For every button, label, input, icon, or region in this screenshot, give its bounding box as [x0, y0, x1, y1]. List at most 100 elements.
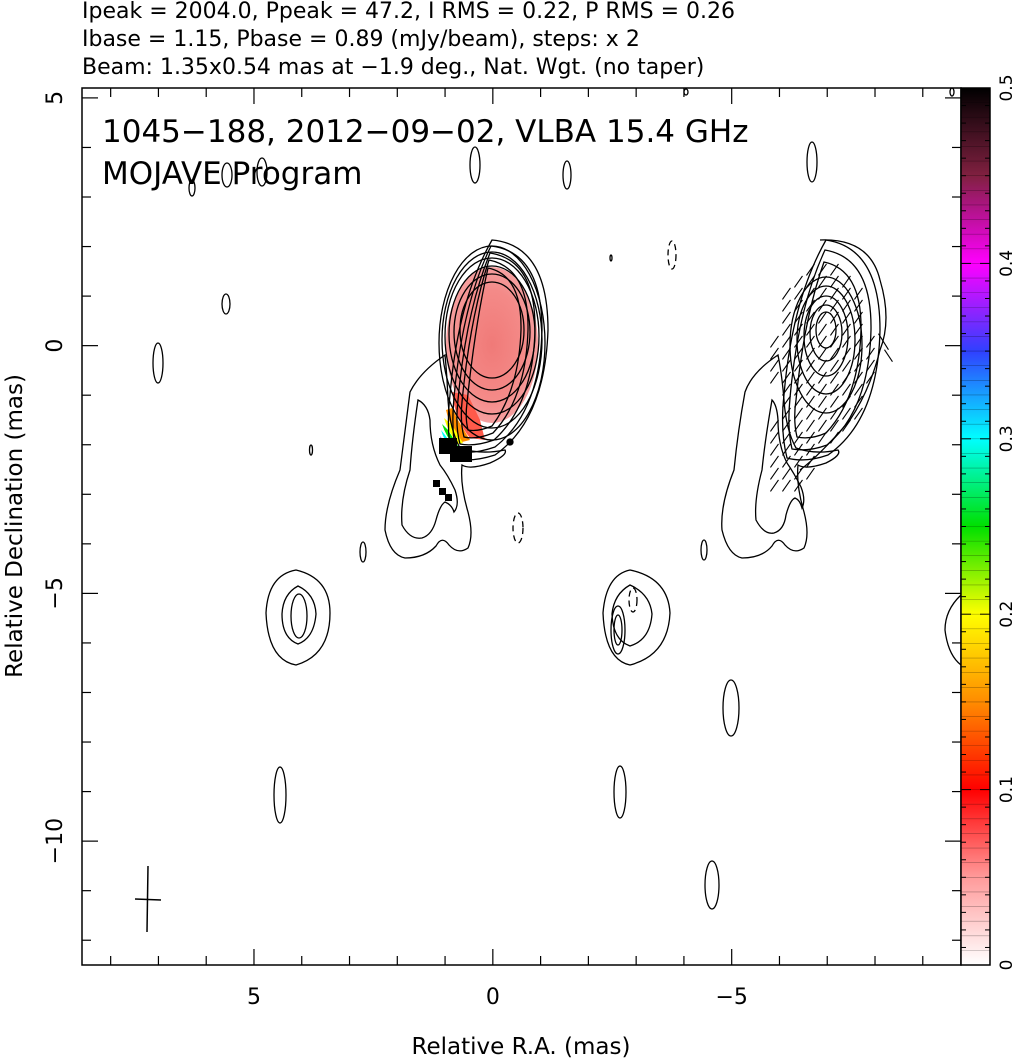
evpa-tick — [793, 275, 803, 288]
evpa-tick — [829, 383, 839, 396]
evpa-tick — [781, 443, 791, 456]
evpa-tick — [865, 371, 875, 384]
evpa-tick — [793, 407, 803, 420]
evpa-tick — [817, 311, 827, 324]
evpa-tick — [817, 263, 827, 276]
evpa-tick — [769, 371, 779, 384]
evpa-tick — [853, 383, 863, 396]
evpa-tick — [805, 299, 815, 312]
evpa-tick — [829, 323, 839, 336]
y-tick-label: 0 — [43, 339, 68, 353]
beam-marker — [134, 865, 162, 933]
evpa-tick — [841, 287, 851, 300]
evpa-tick — [769, 347, 779, 360]
evpa-tick — [805, 407, 815, 420]
evpa-tick — [793, 455, 803, 468]
colorbar-bands — [961, 102, 990, 951]
evpa-tick — [769, 443, 779, 456]
x-tick-label: 0 — [486, 985, 500, 1010]
evpa-tick — [841, 299, 851, 312]
evpa-tick — [793, 299, 803, 312]
evpa-tick — [781, 359, 791, 372]
y-tick-label: −10 — [43, 818, 68, 864]
evpa-tick — [841, 419, 851, 432]
evpa-tick — [805, 263, 815, 276]
evpa-tick — [853, 407, 863, 420]
evpa-tick — [769, 359, 779, 372]
evpa-tick — [781, 455, 791, 468]
evpa-tick — [781, 311, 791, 324]
x-axis-label: Relative R.A. (mas) — [412, 1034, 631, 1060]
evpa-tick — [817, 395, 827, 408]
evpa-tick — [781, 431, 791, 444]
evpa-tick — [877, 333, 889, 350]
header-line-1: Ipeak = 2004.0, Ppeak = 47.2, I RMS = 0.… — [82, 0, 735, 24]
evpa-tick — [829, 299, 839, 312]
evpa-tick — [805, 347, 815, 360]
evpa-tick — [805, 323, 815, 336]
evpa-tick — [884, 349, 893, 362]
evpa-tick — [853, 299, 863, 312]
evpa-tick — [829, 407, 839, 420]
intensity-contours-right — [602, 87, 962, 910]
evpa-tick — [829, 335, 839, 348]
evpa-vectors — [769, 263, 893, 492]
evpa-tick — [829, 371, 839, 384]
evpa-tick — [793, 443, 803, 456]
evpa-tick — [841, 359, 851, 372]
axis-ticks — [82, 88, 961, 965]
evpa-tick — [841, 407, 851, 420]
evpa-tick — [841, 323, 851, 336]
evpa-tick — [805, 275, 815, 288]
evpa-tick — [805, 431, 815, 444]
negative-contours-left — [512, 240, 677, 613]
evpa-tick — [853, 371, 863, 384]
evpa-tick — [841, 395, 851, 408]
evpa-tick — [769, 479, 779, 492]
evpa-tick — [853, 347, 863, 360]
evpa-tick — [841, 383, 851, 396]
y-tick-label: 5 — [43, 91, 68, 105]
evpa-tick — [829, 359, 839, 372]
evpa-tick — [793, 335, 803, 348]
evpa-tick — [769, 455, 779, 468]
evpa-tick — [793, 383, 803, 396]
evpa-tick — [793, 419, 803, 432]
y-tick-label: −5 — [43, 577, 68, 609]
evpa-tick — [841, 311, 851, 324]
header-line-3: Beam: 1.35x0.54 mas at −1.9 deg., Nat. W… — [82, 55, 704, 80]
y-axis-label: Relative Declination (mas) — [2, 374, 28, 678]
evpa-tick — [829, 311, 839, 324]
evpa-tick — [829, 287, 839, 300]
evpa-tick — [817, 431, 827, 444]
plot-title-line-1: 1045−188, 2012−09−02, VLBA 15.4 GHz — [102, 114, 748, 150]
x-tick-label: −5 — [715, 985, 747, 1010]
evpa-tick — [829, 347, 839, 360]
evpa-tick — [829, 275, 839, 288]
header-line-2: Ibase = 1.15, Pbase = 0.89 (mJy/beam), s… — [82, 27, 640, 52]
evpa-tick — [829, 395, 839, 408]
evpa-tick — [829, 419, 839, 432]
evpa-tick — [865, 347, 875, 360]
colorbar-tick-label: 0.1 — [997, 776, 1017, 803]
evpa-tick — [793, 371, 803, 384]
evpa-tick — [781, 335, 791, 348]
evpa-tick — [841, 371, 851, 384]
evpa-tick — [793, 347, 803, 360]
evpa-tick — [781, 287, 791, 300]
evpa-tick — [829, 431, 839, 444]
evpa-tick — [781, 383, 791, 396]
evpa-tick — [805, 383, 815, 396]
evpa-tick — [805, 455, 815, 468]
evpa-tick — [805, 359, 815, 372]
evpa-tick — [793, 467, 803, 480]
evpa-tick — [829, 263, 839, 276]
evpa-tick — [805, 467, 815, 480]
evpa-tick — [841, 347, 851, 360]
evpa-tick — [817, 383, 827, 396]
evpa-tick — [853, 359, 863, 372]
evpa-tick — [805, 311, 815, 324]
evpa-tick — [817, 371, 827, 384]
colorbar-tick-label: 0.3 — [997, 425, 1017, 452]
